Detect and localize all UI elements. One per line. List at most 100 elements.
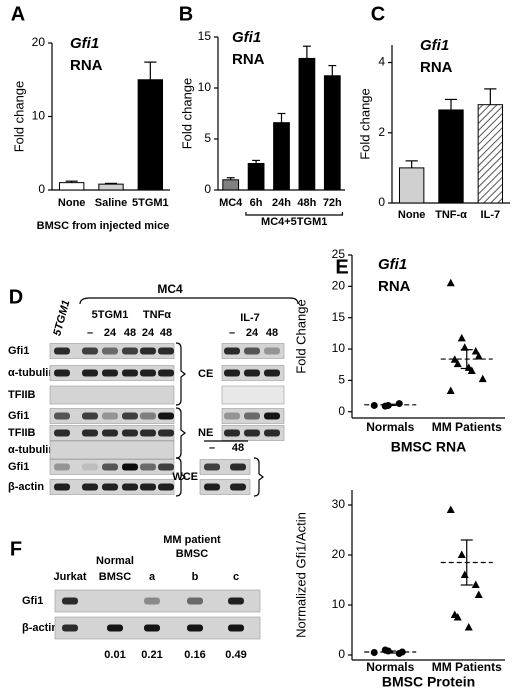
x-tick-label: 5TGM1 xyxy=(132,197,169,209)
blot-band xyxy=(244,347,260,355)
blot-band xyxy=(62,624,78,632)
blot-band xyxy=(102,347,118,355)
header-bracket xyxy=(79,297,299,305)
blot-band xyxy=(140,483,156,491)
data-point xyxy=(450,355,459,363)
blot-band xyxy=(107,624,123,632)
data-point xyxy=(370,401,378,409)
blot-band xyxy=(122,429,138,437)
lane-label: – xyxy=(209,442,215,454)
blot-band xyxy=(204,483,220,491)
blot-band xyxy=(187,624,203,632)
blot-band xyxy=(122,483,138,491)
lane-label: 24 xyxy=(104,327,117,339)
data-point xyxy=(471,347,480,355)
brace xyxy=(175,342,186,406)
lane-label: 48 xyxy=(160,327,172,339)
lane-label: 48 xyxy=(124,327,136,339)
blot-band xyxy=(54,412,70,420)
bar xyxy=(398,167,425,204)
blot-band xyxy=(140,463,156,471)
blot-band xyxy=(158,369,174,377)
blot-band xyxy=(264,429,280,437)
panel-letter: D xyxy=(9,286,23,308)
x-tick-label: None xyxy=(58,197,86,209)
x-tick-label: Normals xyxy=(366,420,414,434)
bar xyxy=(58,182,85,191)
blot-band xyxy=(264,347,280,355)
blot-band xyxy=(102,429,118,437)
fraction-label: CE xyxy=(198,368,213,380)
blot-band xyxy=(82,369,98,377)
blot-band xyxy=(82,412,98,420)
lane-label: 24 xyxy=(142,327,155,339)
data-point xyxy=(464,623,473,631)
chart-subtitle: RNA xyxy=(378,278,411,295)
brace xyxy=(253,457,264,497)
ratio-label: 0.16 xyxy=(184,649,205,661)
row-label: Gfi1 xyxy=(22,595,43,607)
x-tick-label: None xyxy=(398,209,426,221)
blot-band xyxy=(122,369,138,377)
group-label: BMSC xyxy=(176,548,208,560)
data-point xyxy=(453,359,462,368)
blot-band xyxy=(54,369,70,377)
blot-band xyxy=(187,597,203,605)
chart-title: Gfi1 xyxy=(70,35,99,52)
x-tick-label: TNF-α xyxy=(435,209,467,221)
blot-band xyxy=(102,369,118,377)
bar xyxy=(438,109,464,204)
x-tick-label: Normals xyxy=(366,660,414,674)
row-label: α-tubulin xyxy=(8,444,55,456)
blot-band xyxy=(54,347,70,355)
data-point xyxy=(471,580,480,588)
lane-label: 48 xyxy=(266,327,278,339)
y-tick-label: 15 xyxy=(332,310,346,324)
x-tick-label: MM Patients xyxy=(432,660,502,674)
y-tick-label: 5 xyxy=(204,131,211,145)
blot-band xyxy=(82,483,98,491)
row-label: Gfi1 xyxy=(8,461,29,473)
y-tick-label: 10 xyxy=(332,597,346,611)
blot-band xyxy=(54,463,70,471)
data-point xyxy=(460,570,469,578)
blot-band xyxy=(122,347,138,355)
chart-subtitle: RNA xyxy=(232,51,265,68)
y-axis-label: Fold change xyxy=(357,88,372,160)
y-axis-label: Fold Change xyxy=(293,299,308,373)
x-tick-label: 6h xyxy=(250,197,263,209)
y-axis-label: Fold change xyxy=(179,78,194,150)
blot-band xyxy=(228,624,244,632)
y-tick-label: 10 xyxy=(198,80,212,94)
row-label: Gfi1 xyxy=(8,345,29,357)
blot-band xyxy=(122,412,138,420)
data-point xyxy=(460,343,469,351)
blot-band xyxy=(122,463,138,471)
x-tick-label: 24h xyxy=(272,197,291,209)
data-point xyxy=(467,366,476,374)
x-tick-label: Saline xyxy=(95,197,127,209)
blot xyxy=(49,385,175,405)
y-tick-label: 2 xyxy=(378,125,385,139)
bar xyxy=(98,183,124,191)
blot-band xyxy=(230,483,246,491)
blot xyxy=(221,385,285,405)
blot-band xyxy=(82,429,98,437)
y-tick-label: 10 xyxy=(32,109,46,123)
blot-band xyxy=(140,369,156,377)
ratio-label: 0.49 xyxy=(225,649,246,661)
brace xyxy=(175,407,186,459)
chart-title: Gfi1 xyxy=(420,37,449,54)
data-point xyxy=(446,386,455,395)
group-label: TNFα xyxy=(143,309,171,321)
blot xyxy=(199,459,251,475)
x-tick-label: MM Patients xyxy=(432,420,502,434)
row-label: TFIIB xyxy=(8,427,36,439)
brace xyxy=(175,457,186,497)
row-label: β-actin xyxy=(22,622,58,634)
lane-label: b xyxy=(192,571,199,583)
y-tick-label: 0 xyxy=(204,182,211,196)
data-point xyxy=(474,352,483,360)
y-tick-label: 20 xyxy=(332,279,346,293)
